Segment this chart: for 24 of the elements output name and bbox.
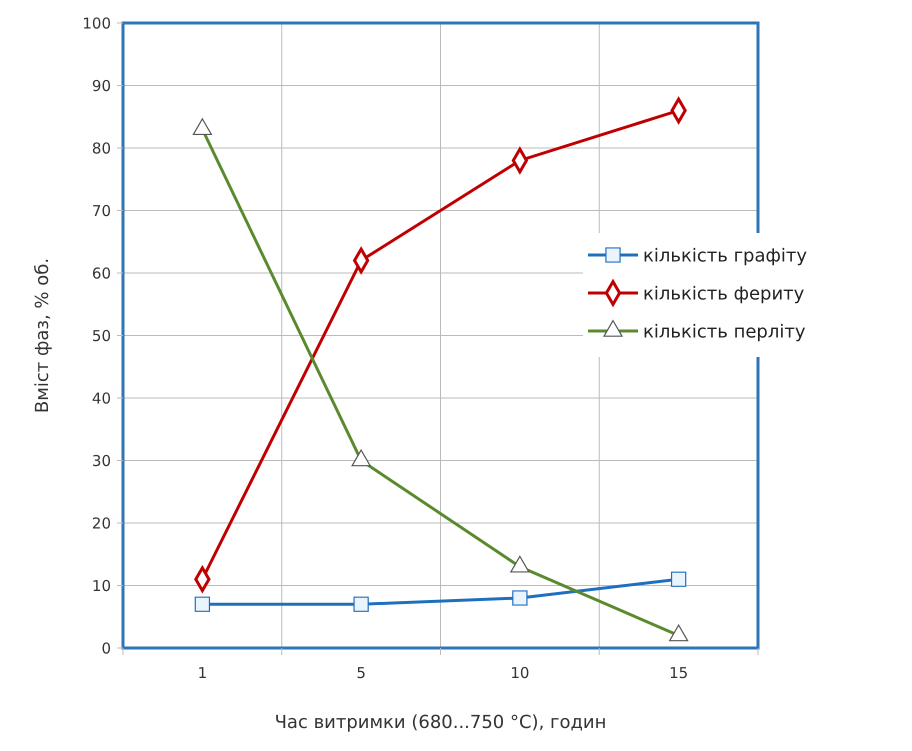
point [194,596,210,612]
x-tick-label: 15 [669,664,688,682]
y-tick-label: 20 [92,514,111,532]
point [670,572,686,587]
y-tick-label: 10 [92,576,111,595]
x-tick-label: 1 [198,664,208,682]
x-axis-title: Час витримки (680...750 °C), годин [274,712,606,733]
point [353,596,369,612]
y-axis-title: Вміст фаз, % об. [32,258,53,414]
legend-label: кількість графіту [643,245,808,266]
y-tick-label: 30 [92,452,111,470]
y-tick-label: 60 [92,264,111,282]
y-tick-label: 40 [92,389,111,408]
legend-label: кількість фериту [643,283,805,304]
point [512,590,528,606]
y-tick-label: 70 [92,202,111,220]
y-tick-label: 90 [92,76,111,95]
y-tick-label: 80 [92,139,111,158]
x-tick-label: 10 [510,664,530,682]
x-tick-label: 5 [356,664,366,682]
y-tick-label: 0 [101,639,111,658]
legend-label: кількість перліту [643,321,806,342]
y-tick-label: 50 [92,326,111,345]
y-tick-label: 100 [82,14,111,32]
